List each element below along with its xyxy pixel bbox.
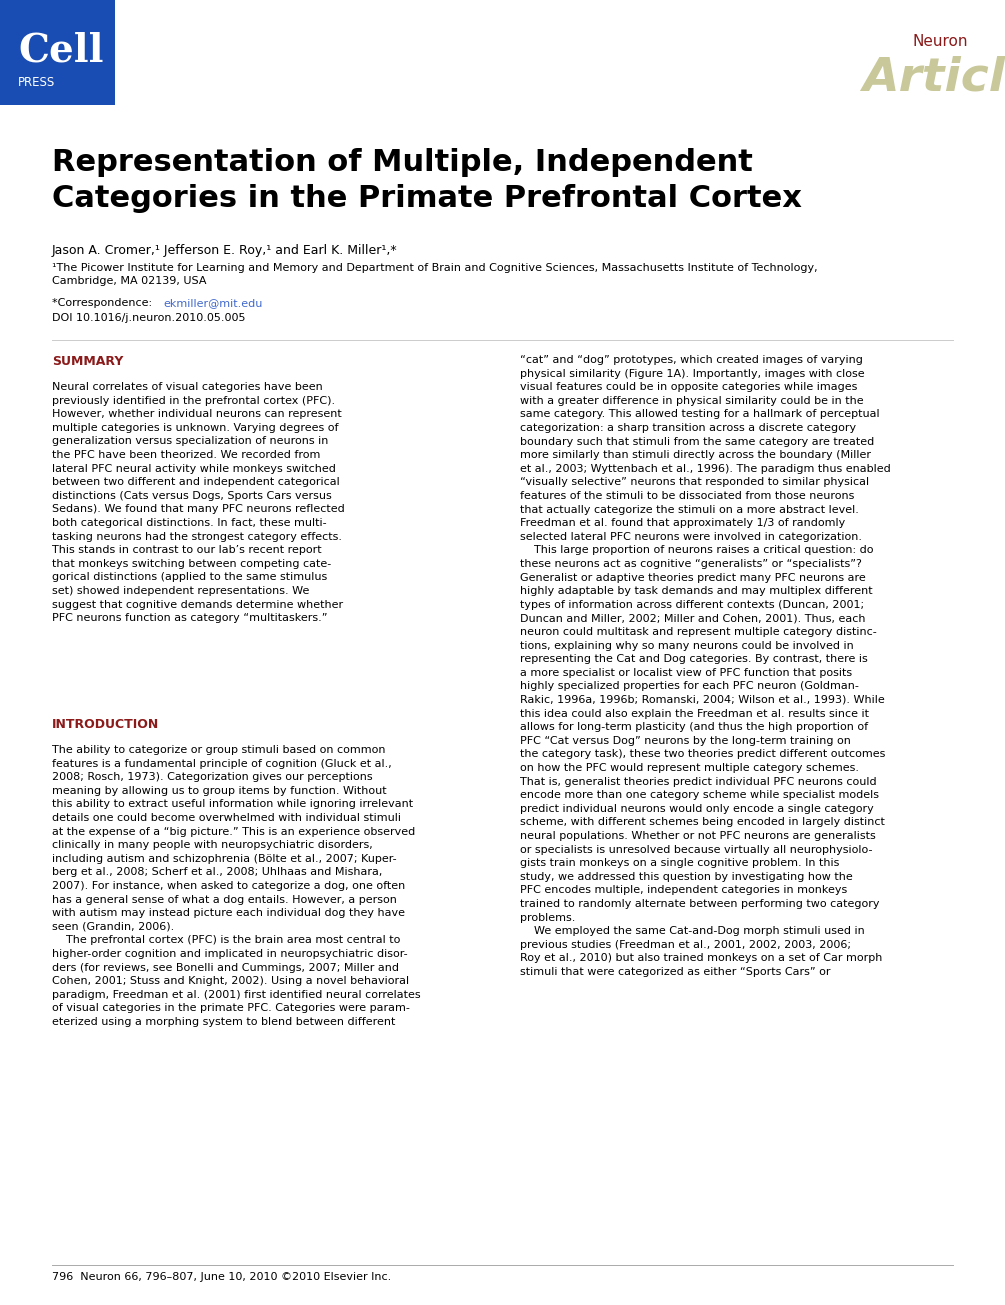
Text: Cell: Cell [18, 31, 104, 69]
Text: The ability to categorize or group stimuli based on common
features is a fundame: The ability to categorize or group stimu… [52, 745, 421, 1027]
Text: Jason A. Cromer,¹ Jefferson E. Roy,¹ and Earl K. Miller¹,*: Jason A. Cromer,¹ Jefferson E. Roy,¹ and… [52, 244, 398, 257]
Text: PRESS: PRESS [18, 76, 55, 89]
FancyBboxPatch shape [0, 0, 115, 104]
Text: Article: Article [862, 56, 1005, 100]
Text: Representation of Multiple, Independent
Categories in the Primate Prefrontal Cor: Representation of Multiple, Independent … [52, 147, 802, 213]
Text: *Correspondence:: *Correspondence: [52, 298, 156, 308]
Text: SUMMARY: SUMMARY [52, 355, 124, 368]
Text: ekmiller@mit.edu: ekmiller@mit.edu [163, 298, 262, 308]
Text: Neuron: Neuron [913, 34, 968, 50]
Text: 796  Neuron 66, 796–807, June 10, 2010 ©2010 Elsevier Inc.: 796 Neuron 66, 796–807, June 10, 2010 ©2… [52, 1272, 391, 1282]
Text: DOI 10.1016/j.neuron.2010.05.005: DOI 10.1016/j.neuron.2010.05.005 [52, 313, 245, 324]
Text: “cat” and “dog” prototypes, which created images of varying
physical similarity : “cat” and “dog” prototypes, which create… [520, 355, 890, 977]
Text: Neural correlates of visual categories have been
previously identified in the pr: Neural correlates of visual categories h… [52, 382, 345, 624]
Text: INTRODUCTION: INTRODUCTION [52, 718, 159, 731]
Text: ¹The Picower Institute for Learning and Memory and Department of Brain and Cogni: ¹The Picower Institute for Learning and … [52, 264, 818, 286]
